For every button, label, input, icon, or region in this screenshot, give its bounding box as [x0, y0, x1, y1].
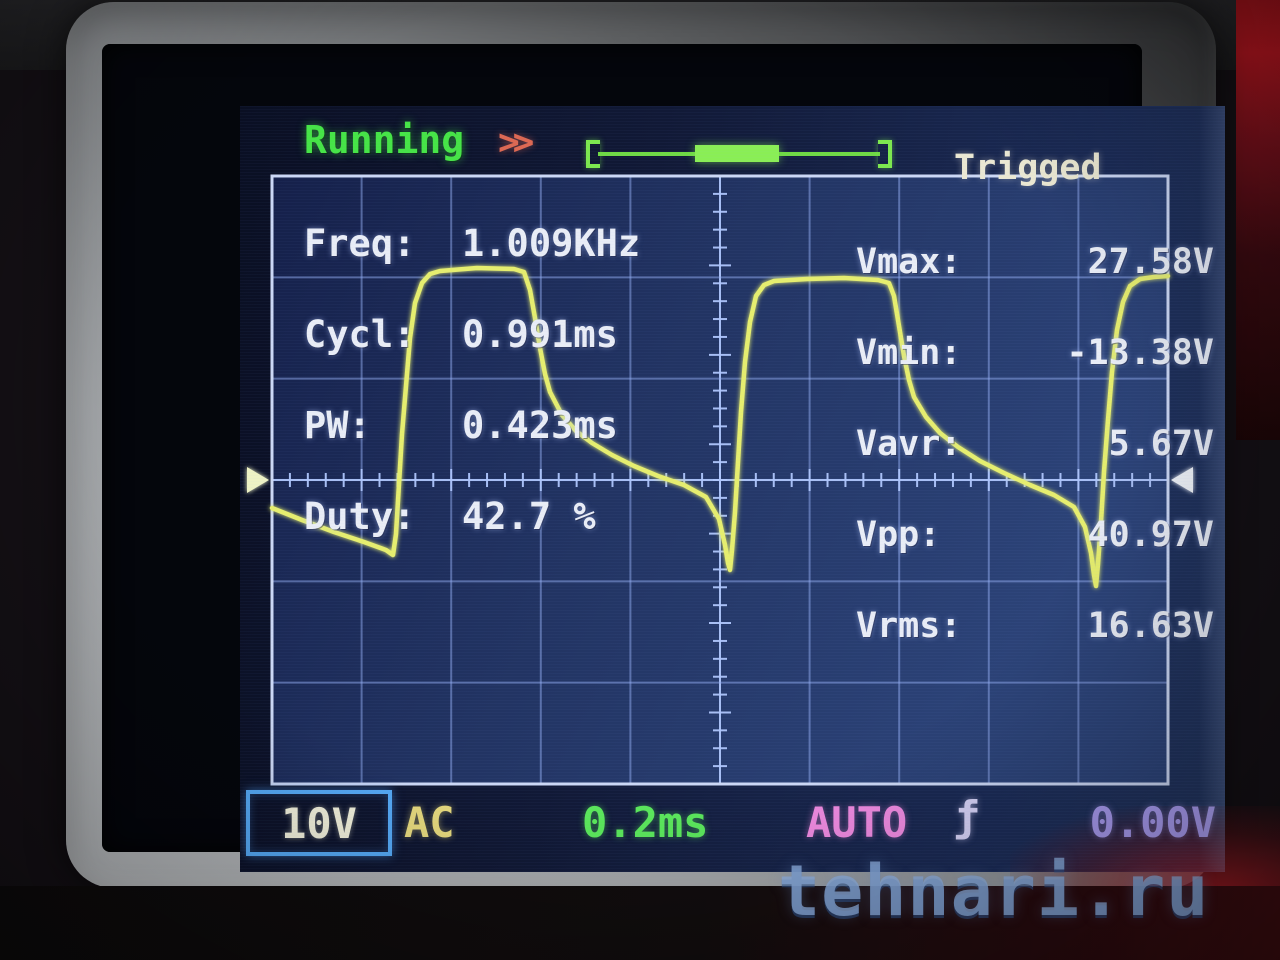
measurement-label: Vrms:: [856, 606, 962, 646]
measurement-label: Cycl:: [304, 313, 416, 356]
measurement-label: Vpp:: [856, 515, 941, 555]
measurement-row: Freq: 1.009KHz: [304, 222, 790, 275]
coupling-field[interactable]: AC: [404, 798, 455, 847]
screen-frame: Running >> Trigged Freq: 1.009KHz Cycl: …: [102, 44, 1225, 872]
measurement-value: 0.991ms: [462, 313, 618, 356]
time-per-div-field[interactable]: 0.2ms: [582, 798, 709, 847]
measurement-label: Vmin:: [856, 333, 962, 373]
buffer-bar-line: [598, 152, 695, 156]
buffer-bar-window-block: [695, 145, 779, 162]
trigger-level-marker-right[interactable]: [1171, 467, 1193, 493]
measurement-value: 16.63V: [1087, 606, 1214, 646]
measurement-value: 42.7 %: [462, 495, 596, 538]
measurement-value: 5.67V: [1108, 424, 1214, 464]
measurement-value: 0.423ms: [462, 404, 618, 447]
measurement-row: Vpp: 40.97V: [856, 515, 1214, 568]
volts-per-div-value: 10V: [281, 798, 357, 848]
measurement-row: Vavr: 5.67V: [856, 424, 1214, 477]
measurement-label: Freq:: [304, 222, 416, 265]
measurement-value: 27.58V: [1087, 242, 1214, 282]
grid-border: [270, 174, 1170, 786]
timing-measurements-panel: Freq: 1.009KHz Cycl: 0.991ms PW: 0.423ms…: [304, 184, 790, 586]
trigger-status: Trigged: [954, 148, 1102, 188]
trigger-mode-field[interactable]: AUTO: [806, 798, 908, 847]
measurement-row: Vrms: 16.63V: [856, 606, 1214, 659]
measurement-row: Vmin: -13.38V: [856, 333, 1214, 386]
measurement-label: PW:: [304, 404, 371, 447]
channel-position-marker-left[interactable]: [247, 467, 269, 493]
volts-per-div-field-selected[interactable]: 10V: [246, 790, 392, 856]
status-chevrons-icon: >>: [498, 122, 534, 163]
acquisition-status: Running: [304, 118, 465, 162]
lcd-display: Running >> Trigged Freq: 1.009KHz Cycl: …: [240, 106, 1225, 872]
waveform-trace: [269, 265, 1171, 589]
measurement-label: Vmax:: [856, 242, 962, 282]
buffer-position-bar[interactable]: [586, 140, 892, 170]
measurement-label: Vavr:: [856, 424, 962, 464]
status-bar: 10V AC 0.2ms AUTO ƒ 0.00V: [240, 790, 1225, 864]
trigger-slope-icon[interactable]: ƒ: [954, 792, 980, 841]
measurement-row: Cycl: 0.991ms: [304, 313, 790, 366]
buffer-bar-line: [779, 152, 880, 156]
buffer-bar-left-bracket: [586, 140, 600, 168]
waveform-grid-canvas: [247, 174, 1193, 786]
measurement-label: Duty:: [304, 495, 416, 538]
photo-red-edge: [1236, 0, 1280, 440]
measurement-value: 40.97V: [1087, 515, 1214, 555]
measurement-value: -13.38V: [1066, 333, 1214, 373]
measurement-value: 1.009KHz: [462, 222, 641, 265]
buffer-bar-right-bracket: [878, 140, 892, 168]
measurement-row: PW: 0.423ms: [304, 404, 790, 457]
photo-background-bottom: [0, 886, 1280, 960]
watermark: tehnari.ru: [778, 850, 1210, 932]
voltage-measurements-panel: Vmax: 27.58V Vmin: -13.38V Vavr: 5.67V V…: [856, 204, 1214, 697]
trigger-level-field[interactable]: 0.00V: [1089, 798, 1216, 847]
measurement-row: Duty: 42.7 %: [304, 495, 790, 548]
measurement-row: Vmax: 27.58V: [856, 242, 1214, 295]
